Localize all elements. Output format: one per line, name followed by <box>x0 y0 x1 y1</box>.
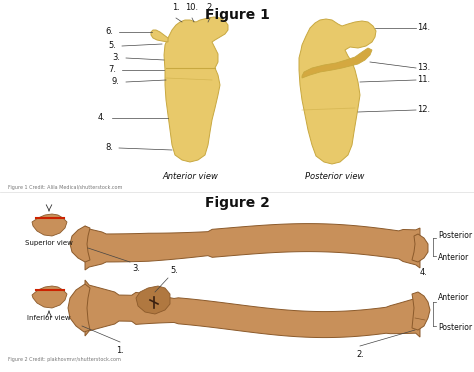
Text: 5.: 5. <box>108 42 116 51</box>
Text: Figure 1: Figure 1 <box>205 8 269 22</box>
Polygon shape <box>412 292 430 330</box>
Text: Anterior: Anterior <box>438 253 469 263</box>
Text: Posterior: Posterior <box>438 231 472 240</box>
Text: Anterior: Anterior <box>438 294 469 302</box>
Text: 5.: 5. <box>170 266 178 275</box>
Polygon shape <box>32 214 67 236</box>
Polygon shape <box>32 286 67 308</box>
Text: 1.: 1. <box>116 346 124 355</box>
Polygon shape <box>85 224 420 270</box>
Text: 14.: 14. <box>417 23 430 32</box>
Text: 3.: 3. <box>132 264 140 273</box>
Text: 12.: 12. <box>417 106 430 115</box>
Text: Posterior view: Posterior view <box>305 172 365 181</box>
Polygon shape <box>68 284 90 332</box>
Text: 8.: 8. <box>105 144 113 153</box>
Text: 4.: 4. <box>420 268 428 277</box>
Text: Superior view: Superior view <box>25 240 73 246</box>
Text: 9.: 9. <box>112 77 120 87</box>
Text: 13.: 13. <box>417 64 430 73</box>
Text: 10.: 10. <box>185 3 199 12</box>
Text: Posterior: Posterior <box>438 324 472 333</box>
Text: 3.: 3. <box>112 54 120 62</box>
Polygon shape <box>85 280 420 337</box>
Polygon shape <box>70 226 90 262</box>
Text: 6.: 6. <box>105 28 113 36</box>
Polygon shape <box>412 234 428 262</box>
Text: Anterior view: Anterior view <box>162 172 218 181</box>
Polygon shape <box>151 30 168 42</box>
Polygon shape <box>164 17 228 162</box>
Polygon shape <box>299 19 376 164</box>
Text: 11.: 11. <box>417 76 430 84</box>
Text: Figure 2 Credit: plakhovmvr/shutterstock.com: Figure 2 Credit: plakhovmvr/shutterstock… <box>8 357 121 362</box>
Text: 7.: 7. <box>108 65 116 74</box>
Text: 2.: 2. <box>356 350 364 359</box>
Polygon shape <box>302 48 372 78</box>
Text: 2.: 2. <box>206 3 214 12</box>
Text: 4.: 4. <box>98 113 106 122</box>
Polygon shape <box>136 286 170 314</box>
Text: Inferior view: Inferior view <box>27 315 71 321</box>
Text: Figure 2: Figure 2 <box>205 196 269 210</box>
Text: 1.: 1. <box>172 3 180 12</box>
Text: Figure 1 Credit: Alila Medical/shutterstock.com: Figure 1 Credit: Alila Medical/shutterst… <box>8 185 122 190</box>
